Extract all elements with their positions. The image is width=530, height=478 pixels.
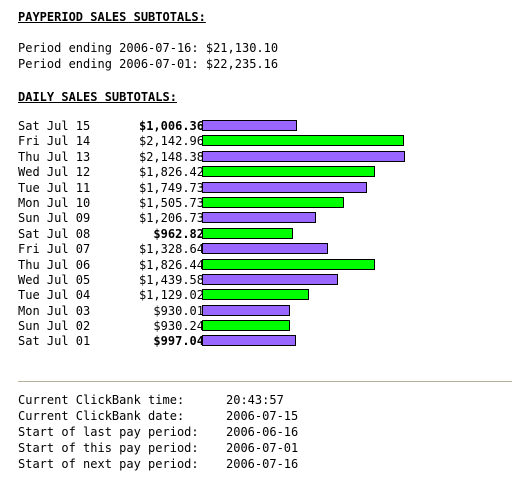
daily-sales-row: Wed Jul 05 $1,439.58 bbox=[18, 273, 518, 288]
day-label: Tue Jul 11 bbox=[18, 180, 91, 195]
info-value: 2006-06-16 bbox=[226, 425, 299, 439]
payperiod-sales-heading: PAYPERIOD SALES SUBTOTALS: bbox=[18, 10, 206, 24]
day-amount: $930.24 bbox=[153, 319, 204, 334]
daily-sales-bar bbox=[202, 166, 375, 178]
day-label: Sat Jul 01 bbox=[18, 334, 91, 349]
day-label: Mon Jul 10 bbox=[18, 195, 91, 210]
day-label: Wed Jul 05 bbox=[18, 272, 91, 287]
daily-sales-row: Sat Jul 15 $1,006.36 bbox=[18, 119, 518, 134]
daily-sales-row: Mon Jul 10 $1,505.73 bbox=[18, 196, 518, 211]
period-ending-line: Period ending 2006-07-01: $22,235.16 bbox=[18, 57, 279, 71]
day-amount: $1,505.73 bbox=[138, 195, 204, 210]
info-value: 20:43:57 bbox=[226, 393, 284, 407]
daily-sales-row: Fri Jul 07 $1,328.64 bbox=[18, 242, 518, 257]
day-label: Sat Jul 15 bbox=[18, 119, 91, 133]
day-label: Fri Jul 14 bbox=[18, 134, 91, 149]
daily-sales-row: Tue Jul 04 $1,129.02 bbox=[18, 288, 518, 303]
day-amount: $1,206.73 bbox=[138, 211, 204, 226]
day-amount: $1,129.02 bbox=[138, 288, 204, 303]
daily-sales-bar bbox=[202, 150, 405, 162]
daily-sales-bar bbox=[202, 227, 293, 239]
daily-sales-row: Mon Jul 03 $930.01 bbox=[18, 304, 518, 319]
day-amount: $1,006.36 bbox=[138, 119, 204, 133]
section-divider bbox=[18, 381, 512, 382]
daily-sales-bar bbox=[202, 258, 375, 270]
daily-sales-row: Thu Jul 06 $1,826.44 bbox=[18, 258, 518, 273]
info-label: Current ClickBank date: bbox=[18, 409, 185, 423]
daily-sales-bar bbox=[202, 335, 296, 347]
daily-sales-list: Sat Jul 15 $1,006.36 Fri Jul 14 $2,142.96 Th… bbox=[18, 119, 518, 350]
day-amount: $2,142.96 bbox=[138, 134, 204, 149]
daily-sales-row: Wed Jul 12 $1,826.42 bbox=[18, 165, 518, 180]
day-label: Mon Jul 03 bbox=[18, 303, 91, 318]
day-label: Tue Jul 04 bbox=[18, 288, 91, 303]
day-label: Thu Jul 13 bbox=[18, 149, 91, 164]
daily-sales-bar bbox=[202, 320, 290, 332]
daily-sales-bar bbox=[202, 273, 338, 285]
info-value: 2006-07-16 bbox=[226, 457, 299, 471]
day-amount: $962.82 bbox=[153, 226, 204, 241]
daily-sales-bar bbox=[202, 181, 367, 193]
daily-sales-row: Tue Jul 11 $1,749.73 bbox=[18, 181, 518, 196]
daily-sales-row: Sun Jul 02 $930.24 bbox=[18, 319, 518, 334]
daily-sales-row: Sun Jul 09 $1,206.73 bbox=[18, 211, 518, 226]
day-amount: $997.04 bbox=[153, 334, 204, 349]
info-label: Start of next pay period: bbox=[18, 457, 199, 471]
day-amount: $1,826.42 bbox=[138, 165, 204, 180]
day-label: Fri Jul 07 bbox=[18, 242, 91, 257]
day-label: Sat Jul 08 bbox=[18, 226, 91, 241]
daily-sales-bar bbox=[202, 304, 290, 316]
info-value: 2006-07-15 bbox=[226, 409, 299, 423]
info-label: Current ClickBank time: bbox=[18, 393, 185, 407]
day-amount: $930.01 bbox=[153, 303, 204, 318]
daily-sales-row: Thu Jul 13 $2,148.38 bbox=[18, 150, 518, 165]
day-amount: $2,148.38 bbox=[138, 149, 204, 164]
day-label: Wed Jul 12 bbox=[18, 165, 91, 180]
day-amount: $1,328.64 bbox=[138, 242, 204, 257]
daily-sales-bar bbox=[202, 196, 344, 208]
info-label: Start of last pay period: bbox=[18, 425, 199, 439]
day-amount: $1,439.58 bbox=[138, 272, 204, 287]
info-value: 2006-07-01 bbox=[226, 441, 299, 455]
period-ending-line: Period ending 2006-07-16: $21,130.10 bbox=[18, 41, 279, 55]
info-label: Start of this pay period: bbox=[18, 441, 199, 455]
daily-sales-bar bbox=[202, 120, 297, 131]
day-amount: $1,826.44 bbox=[138, 257, 204, 272]
daily-sales-bar bbox=[202, 289, 309, 301]
daily-sales-heading: DAILY SALES SUBTOTALS: bbox=[18, 90, 177, 104]
day-amount: $1,749.73 bbox=[138, 180, 204, 195]
daily-sales-bar bbox=[202, 135, 404, 147]
daily-sales-row: Sat Jul 08 $962.82 bbox=[18, 227, 518, 242]
day-label: Thu Jul 06 bbox=[18, 257, 91, 272]
day-label: Sun Jul 09 bbox=[18, 211, 91, 226]
daily-sales-bar bbox=[202, 212, 316, 224]
day-label: Sun Jul 02 bbox=[18, 319, 91, 334]
daily-sales-bar bbox=[202, 243, 328, 255]
daily-sales-row: Sat Jul 01 $997.04 bbox=[18, 334, 518, 349]
daily-sales-row: Fri Jul 14 $2,142.96 bbox=[18, 134, 518, 149]
